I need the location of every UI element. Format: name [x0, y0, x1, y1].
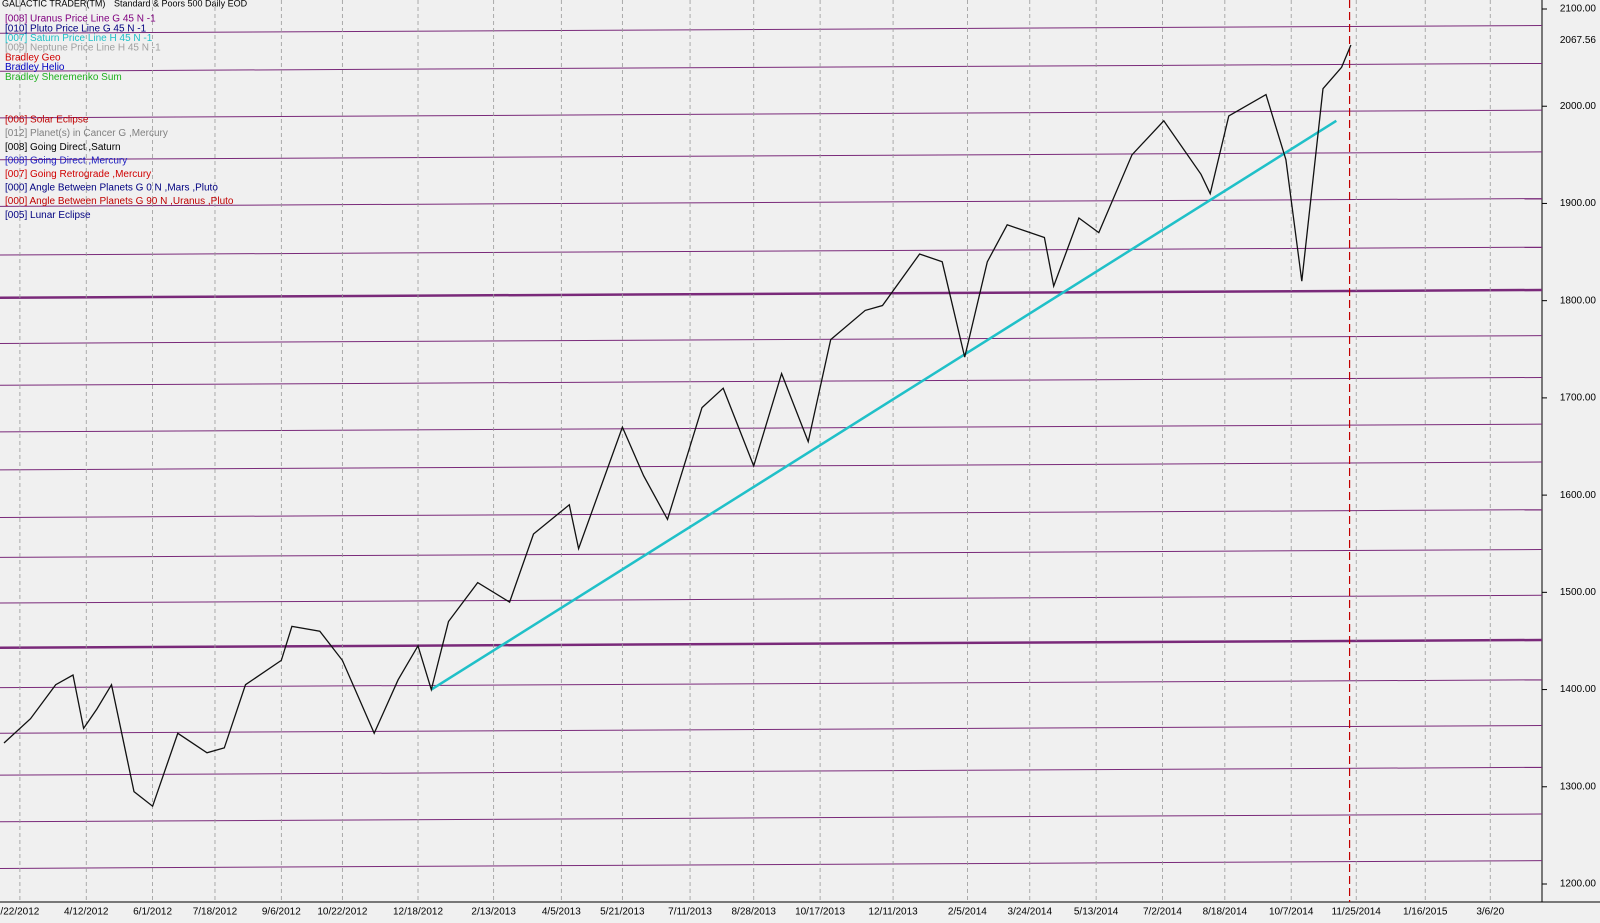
header: GALACTIC TRADER(TM) — [2, 0, 105, 8]
price-level — [0, 376, 1543, 386]
y-tick-label: 1200.00 — [1560, 879, 1597, 890]
event-legend-entry: [000] Angle Between Planets G 0 N ,Mars … — [5, 183, 218, 194]
legend-entry: [009] Neptune Price Line H 45 N -1 — [5, 43, 161, 54]
price-line — [3, 44, 1352, 808]
price-level — [0, 25, 1543, 34]
x-tick-label: 1/16/2015 — [1403, 907, 1448, 918]
last-value-label: 2067.56 — [1560, 35, 1597, 46]
y-tick-label: 1700.00 — [1560, 393, 1597, 404]
y-tick-label: 1400.00 — [1560, 684, 1597, 695]
x-tick-label: 12/11/2013 — [868, 907, 918, 918]
x-tick-label: 5/13/2014 — [1074, 907, 1119, 918]
x-tick-label: 10/7/2014 — [1269, 907, 1314, 918]
price-level — [0, 246, 1543, 256]
x-tick-label: 2/5/2014 — [948, 907, 987, 918]
x-tick-label: 10/22/2012 — [317, 907, 367, 918]
legend-entry: Bradley Geo — [5, 52, 61, 63]
event-legend-entry: [008] Going Direct ,Mercury — [5, 155, 127, 166]
legend-entry: [010] Pluto Price Line G 45 N -1 — [5, 23, 147, 34]
y-tick-label: 2000.00 — [1560, 101, 1597, 112]
trend-line — [430, 119, 1337, 691]
x-tick-label: 9/6/2012 — [262, 907, 301, 918]
price-level — [0, 766, 1543, 776]
y-tick-label: 1900.00 — [1560, 198, 1597, 209]
legend-entry: [007] Saturn Price Line H 45 N -1 — [5, 33, 153, 44]
x-tick-label: 2/13/2013 — [471, 907, 516, 918]
price-level — [0, 549, 1543, 558]
event-legend-entry: [007] Going Retrograde ,Mercury — [5, 169, 151, 180]
price-level — [0, 638, 1543, 649]
legend-entry: [008] Uranus Price Line G 45 N -1 — [5, 14, 156, 25]
price-level — [0, 62, 1543, 72]
y-tick-label: 1800.00 — [1560, 295, 1597, 306]
price-level — [0, 335, 1543, 344]
price-level — [0, 198, 1543, 207]
subtitle: Standard & Poors 500 Daily EOD — [114, 0, 248, 8]
x-tick-label: 7/11/2013 — [668, 907, 712, 918]
x-tick-label: 3/6/20 — [1476, 907, 1504, 918]
event-legend-entry: [000] Angle Between Planets G 90 N ,Uran… — [5, 196, 234, 207]
x-tick-label: 4/12/2012 — [64, 907, 109, 918]
price-level — [0, 509, 1543, 518]
price-level — [0, 109, 1543, 119]
legend-entry: Bradley Helio — [5, 62, 65, 73]
price-level — [0, 860, 1543, 869]
y-tick-label: 1600.00 — [1560, 490, 1597, 501]
event-legend-entry: [008] Going Direct ,Saturn — [5, 142, 121, 153]
price-level — [0, 594, 1543, 604]
price-level — [0, 288, 1543, 299]
event-legend-entry: [005] Lunar Eclipse — [5, 210, 91, 221]
price-level — [0, 725, 1543, 734]
x-tick-label: 10/17/2013 — [795, 907, 845, 918]
x-tick-label: 11/25/2014 — [1332, 907, 1382, 918]
x-tick-label: 6/1/2012 — [133, 907, 172, 918]
x-tick-label: 7/2/2014 — [1143, 907, 1182, 918]
price-level — [0, 679, 1543, 689]
price-level — [0, 813, 1543, 823]
event-legend-entry: [006] Solar Eclipse — [5, 115, 89, 126]
price-level — [0, 423, 1543, 433]
y-tick-label: 1500.00 — [1560, 587, 1597, 598]
x-tick-label: 8/28/2013 — [731, 907, 776, 918]
x-tick-label: 12/18/2012 — [393, 907, 443, 918]
x-tick-label: 5/21/2013 — [600, 907, 645, 918]
x-tick-label: 7/18/2012 — [193, 907, 238, 918]
x-tick-label: 3/24/2014 — [1008, 907, 1053, 918]
y-tick-label: 1300.00 — [1560, 781, 1597, 792]
event-legend-entry: [012] Planet(s) in Cancer G ,Mercury — [5, 128, 168, 139]
y-tick-label: 2100.00 — [1560, 4, 1597, 15]
x-tick-label: 8/18/2014 — [1203, 907, 1248, 918]
x-tick-label: /22/2012 — [0, 907, 39, 918]
price-level — [0, 461, 1543, 471]
legend-entry: Bradley Sheremenko Sum — [5, 72, 122, 83]
x-tick-label: 4/5/2013 — [542, 907, 581, 918]
